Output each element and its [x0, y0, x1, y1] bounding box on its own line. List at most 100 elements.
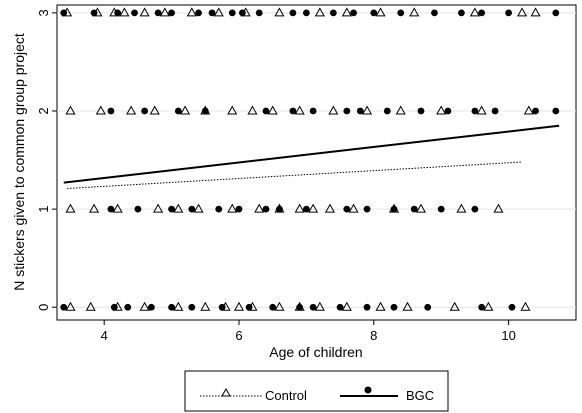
bgc-point	[491, 107, 499, 115]
control-point	[233, 301, 245, 311]
bgc-point	[134, 205, 142, 213]
legend: Control BGC	[184, 370, 449, 412]
control-point	[95, 105, 106, 115]
control-point	[308, 203, 319, 213]
bgc-point	[215, 205, 223, 213]
bgc-point	[245, 303, 253, 311]
ticks-layer: 0 1 2 3 4 6 8 10	[36, 9, 516, 343]
bgc-point	[505, 9, 512, 17]
bgc-point	[552, 9, 560, 17]
control-point	[274, 7, 285, 17]
control-point	[227, 203, 238, 213]
control-point	[409, 7, 420, 17]
bgc-point	[309, 303, 317, 311]
control-point	[139, 301, 150, 311]
control-point	[517, 7, 528, 17]
bgc-point	[114, 9, 122, 17]
bgc-point	[90, 9, 98, 17]
control-point	[173, 203, 184, 213]
bgc-point	[188, 303, 196, 311]
bgc-point	[471, 205, 479, 213]
bgc-point	[201, 107, 209, 115]
bgc-point	[343, 107, 351, 115]
bgc-point	[195, 9, 202, 17]
fit-lines-layer	[63, 124, 560, 190]
bgc-point	[296, 303, 304, 311]
bgc-point	[437, 205, 445, 213]
control-point	[436, 105, 447, 115]
bgc-point	[208, 9, 216, 17]
bgc-point	[168, 9, 175, 17]
control-point	[267, 105, 278, 115]
control-point	[247, 105, 258, 115]
bgc-point	[60, 303, 68, 311]
bgc-point	[289, 9, 297, 17]
bgc-point	[478, 9, 486, 17]
control-point	[476, 105, 487, 115]
control-point	[530, 7, 541, 17]
bgc-point	[131, 9, 138, 17]
bgc-point	[107, 107, 115, 115]
control-point	[469, 7, 480, 17]
x-tick-label: 8	[370, 328, 377, 343]
bgc-point	[410, 205, 418, 213]
bgc-point	[532, 107, 539, 115]
control-point	[119, 7, 130, 17]
control-point	[65, 105, 76, 115]
bgc-point	[60, 9, 68, 17]
bgc-point	[390, 205, 398, 213]
control-point	[324, 203, 336, 213]
bgc-point	[235, 205, 243, 213]
bgc-point	[188, 205, 196, 213]
bgc-point	[110, 303, 118, 311]
bgc-point	[370, 9, 378, 17]
bgc-fit-line	[63, 124, 560, 184]
control-point	[456, 203, 467, 213]
control-point	[227, 105, 238, 115]
bgc-point	[141, 107, 149, 115]
bgc-point	[168, 205, 175, 213]
x-axis-title: Age of children	[269, 344, 362, 360]
bgc-point	[508, 303, 516, 311]
control-point	[375, 301, 386, 311]
control-point	[415, 203, 427, 213]
bgc-point	[154, 9, 162, 17]
y-tick-label: 1	[36, 205, 51, 212]
bgc-point	[228, 9, 236, 17]
x-tick-label: 4	[101, 328, 108, 343]
bgc-point	[147, 303, 155, 311]
bgc-point	[174, 107, 182, 115]
legend-control-label: Control	[265, 388, 307, 403]
bgc-point	[269, 303, 277, 311]
control-point	[314, 7, 325, 17]
bgc-point	[444, 107, 452, 115]
control-point	[341, 7, 352, 17]
bgc-point	[168, 303, 175, 311]
control-point	[375, 7, 386, 17]
legend-control-triangle-icon	[221, 387, 231, 397]
control-point	[213, 7, 224, 17]
control-point	[294, 105, 305, 115]
control-point	[402, 301, 413, 311]
bgc-point	[417, 107, 425, 115]
legend-bgc-circle-icon	[364, 386, 372, 394]
bgc-point	[343, 205, 351, 213]
control-point	[65, 203, 76, 213]
bgc-point	[363, 205, 371, 213]
bgc-point	[363, 303, 371, 311]
bgc-point	[431, 9, 438, 17]
legend-bgc-label: BGC	[406, 388, 434, 403]
control-point	[341, 301, 352, 311]
bgc-point	[262, 205, 270, 213]
bgc-point	[309, 107, 317, 115]
bgc-point	[107, 205, 115, 213]
control-point	[328, 105, 339, 115]
control-point	[193, 203, 204, 213]
bgc-point	[350, 9, 357, 17]
y-axis-title: N stickers given to common group project	[11, 33, 27, 291]
control-point	[65, 301, 76, 311]
bgc-point	[238, 9, 246, 17]
control-point	[348, 203, 359, 213]
control-point	[294, 203, 305, 213]
